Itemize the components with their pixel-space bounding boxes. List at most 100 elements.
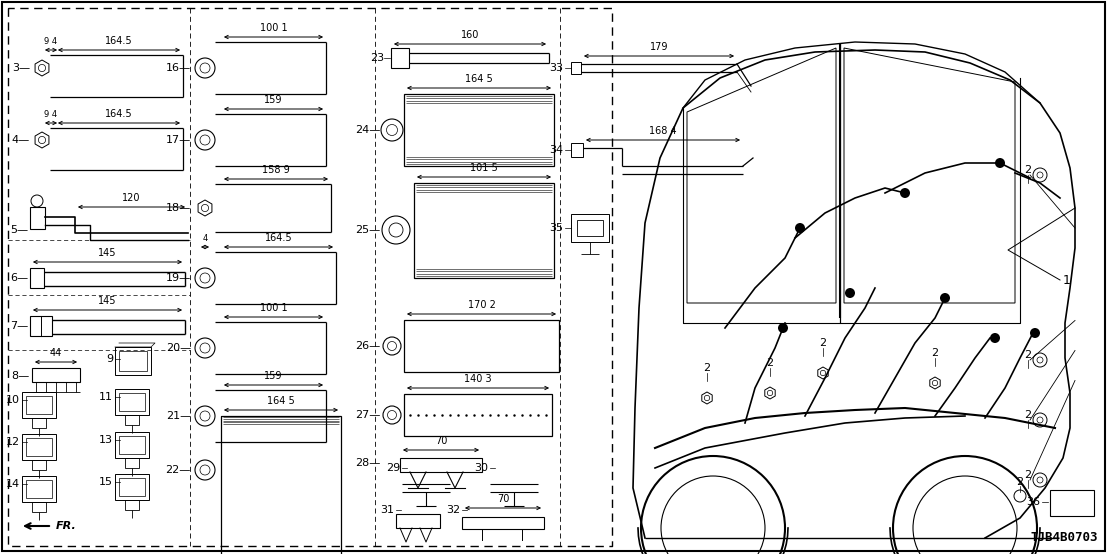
Bar xyxy=(30,316,52,336)
Text: 159: 159 xyxy=(264,371,283,381)
Text: 17—: 17— xyxy=(166,135,191,145)
Circle shape xyxy=(796,223,806,233)
Bar xyxy=(22,434,57,460)
Text: 25—: 25— xyxy=(355,225,380,235)
Text: 170 2: 170 2 xyxy=(468,300,495,310)
Bar xyxy=(32,418,47,428)
Circle shape xyxy=(991,333,1001,343)
Text: 16—: 16— xyxy=(166,63,191,73)
Circle shape xyxy=(845,288,855,298)
Text: 19—: 19— xyxy=(166,273,191,283)
Text: 101 5: 101 5 xyxy=(470,163,497,173)
Bar xyxy=(25,396,52,414)
Text: 31: 31 xyxy=(380,505,394,515)
Bar xyxy=(125,415,138,425)
Text: 26—: 26— xyxy=(355,341,380,351)
Text: 21—: 21— xyxy=(166,411,191,421)
Text: 2: 2 xyxy=(767,358,773,368)
Circle shape xyxy=(778,323,788,333)
Bar xyxy=(32,368,80,382)
Bar xyxy=(25,480,52,498)
Text: 3—: 3— xyxy=(12,63,30,73)
Text: 100 1: 100 1 xyxy=(259,23,287,33)
Text: 9: 9 xyxy=(106,354,113,364)
Bar xyxy=(22,392,57,418)
Bar xyxy=(22,476,57,502)
Bar xyxy=(30,268,44,288)
Text: 34: 34 xyxy=(548,145,563,155)
Text: 2: 2 xyxy=(820,338,827,348)
Text: 158 9: 158 9 xyxy=(263,165,290,175)
Bar xyxy=(396,514,440,528)
Bar xyxy=(115,347,151,375)
Text: 70: 70 xyxy=(496,494,510,504)
Text: 33: 33 xyxy=(548,63,563,73)
Text: 9 4: 9 4 xyxy=(44,37,58,46)
Bar xyxy=(404,394,552,436)
Text: 164.5: 164.5 xyxy=(265,233,293,243)
Text: 1: 1 xyxy=(1063,274,1070,286)
Text: 179: 179 xyxy=(649,42,668,52)
Text: 11: 11 xyxy=(99,392,113,402)
Bar xyxy=(32,502,47,512)
Text: 2: 2 xyxy=(704,363,710,373)
Bar xyxy=(30,207,45,229)
Text: 2: 2 xyxy=(1025,410,1032,420)
Text: 6—: 6— xyxy=(10,273,28,283)
Text: 28—: 28— xyxy=(355,458,380,468)
Bar xyxy=(115,474,148,500)
Text: 9 4: 9 4 xyxy=(44,110,58,119)
Bar xyxy=(119,393,145,411)
Circle shape xyxy=(995,158,1005,168)
Bar xyxy=(125,500,138,510)
Text: 145: 145 xyxy=(99,296,116,306)
Bar xyxy=(25,438,52,456)
Text: 44: 44 xyxy=(50,348,62,358)
Bar xyxy=(32,460,47,470)
Text: 30: 30 xyxy=(474,463,488,473)
Bar xyxy=(119,436,145,454)
Text: 140 3: 140 3 xyxy=(464,374,492,384)
Text: 164.5: 164.5 xyxy=(105,109,133,119)
Text: 36: 36 xyxy=(1026,497,1040,507)
Bar xyxy=(571,143,583,157)
Bar xyxy=(400,458,482,472)
Text: 14: 14 xyxy=(6,479,20,489)
Bar xyxy=(119,478,145,496)
Bar xyxy=(404,320,560,372)
Text: 164 5: 164 5 xyxy=(267,396,295,406)
Text: 7—: 7— xyxy=(10,321,28,331)
Text: 120: 120 xyxy=(122,193,141,203)
Text: 32: 32 xyxy=(445,505,460,515)
Text: 18—: 18— xyxy=(166,203,191,213)
Text: 100 1: 100 1 xyxy=(259,303,287,313)
Bar xyxy=(571,214,609,242)
Text: 12: 12 xyxy=(6,437,20,447)
Text: 15: 15 xyxy=(99,477,113,487)
Text: 4: 4 xyxy=(203,234,207,243)
Text: 2: 2 xyxy=(1025,470,1032,480)
Text: 10: 10 xyxy=(6,395,20,405)
Text: 23: 23 xyxy=(370,53,384,63)
Bar xyxy=(414,183,554,278)
Circle shape xyxy=(1030,328,1040,338)
Bar xyxy=(577,220,603,236)
Text: 35: 35 xyxy=(548,223,563,233)
Bar xyxy=(404,94,554,166)
Text: 159: 159 xyxy=(264,95,283,105)
Circle shape xyxy=(940,293,950,303)
Text: 168 4: 168 4 xyxy=(649,126,677,136)
Bar xyxy=(115,389,148,415)
Bar xyxy=(391,48,409,68)
Text: 4—: 4— xyxy=(12,135,30,145)
Bar xyxy=(462,517,544,529)
Text: 2: 2 xyxy=(1016,477,1024,487)
Text: 164.5: 164.5 xyxy=(105,36,133,46)
Bar xyxy=(571,62,581,74)
Text: 2: 2 xyxy=(932,348,938,358)
Bar xyxy=(220,416,341,554)
Text: 5—: 5— xyxy=(10,225,28,235)
Text: 145: 145 xyxy=(99,248,116,258)
Text: 2: 2 xyxy=(1025,165,1032,175)
Text: 164 5: 164 5 xyxy=(465,74,493,84)
